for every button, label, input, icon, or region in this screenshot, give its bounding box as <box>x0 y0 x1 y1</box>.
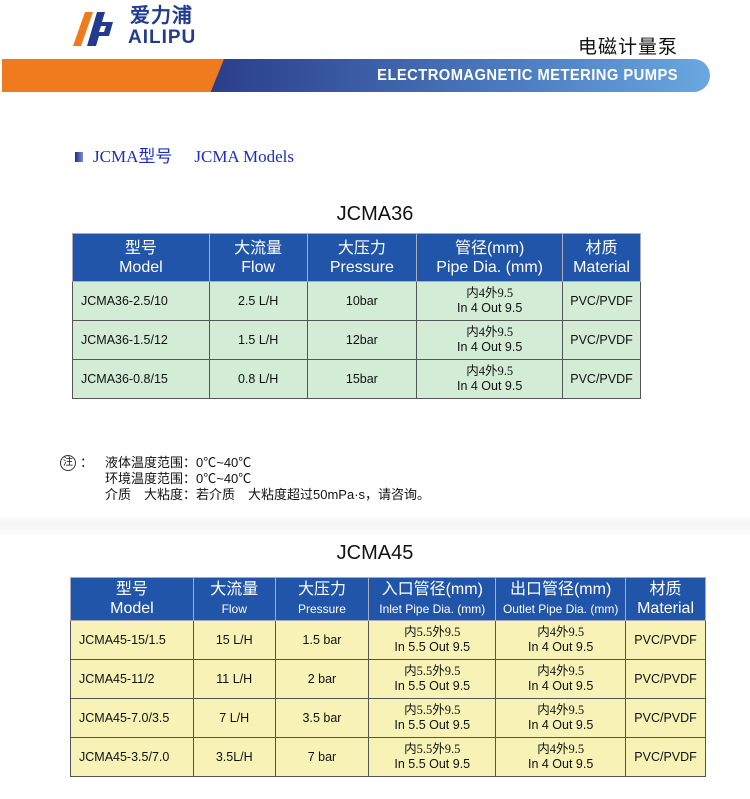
note-line: 环境温度范围：0℃~40℃ <box>105 471 252 486</box>
outlet-cell: 内4外9.5 In 4 Out 9.5 <box>495 659 627 699</box>
flow-cell: 3.5L/H <box>192 737 276 777</box>
col-pressure: 大压力 Pressure <box>306 233 418 282</box>
note-mark-icon: 注 <box>60 455 76 471</box>
model-cell: JCMA45-11/2 <box>70 659 194 699</box>
heading-cn: JCMA型号 <box>93 147 173 166</box>
pressure-cell: 2 bar <box>274 659 370 699</box>
model-cell: JCMA45-7.0/3.5 <box>70 698 194 738</box>
pressure-cell: 7 bar <box>274 737 370 777</box>
banner-accent <box>2 59 224 92</box>
table-row: JCMA36-1.5/12 1.5 L/H 12bar 内4外9.5 In 4 Out … <box>72 320 641 360</box>
table-row: JCMA45-7.0/3.5 7 L/H 3.5 bar 内5.5外9.5 In 5.5… <box>70 698 706 738</box>
product-title-cn: 电磁计量泵 <box>578 37 679 58</box>
col-flow: 大流量 Flow <box>192 577 276 621</box>
table-row: JCMA36-2.5/10 2.5 L/H 10bar 内4外9.5 In 4 Out … <box>72 281 641 321</box>
note-line: 介质 大粘度：若介质 大粘度超过50mPa·s，请咨询。 <box>105 487 431 502</box>
section-heading: JCMA型号 JCMA Models <box>75 147 294 167</box>
bullet-square-icon <box>75 152 83 162</box>
table-row: JCMA45-15/1.5 15 L/H 1.5 bar 内5.5外9.5 In 5.5… <box>70 620 706 660</box>
table-jcma36: 型号 Model 大流量 Flow 大压力 Pressure 管径(mm) Pipe D… <box>72 233 641 399</box>
flow-cell: 2.5 L/H <box>208 281 308 321</box>
notes: 注 ： 液体温度范围：0℃~40℃ 环境温度范围：0℃~40℃ 介质 大粘度：若介… <box>60 455 430 503</box>
material-cell: PVC/PVDF <box>625 659 706 699</box>
table2-title: JCMA45 <box>336 542 414 564</box>
flow-cell: 15 L/H <box>192 620 276 660</box>
inlet-cell: 内5.5外9.5 In 5.5 Out 9.5 <box>368 698 497 738</box>
brand-name-en: AILIPU <box>128 27 197 48</box>
table-jcma45: 型号 Model 大流量 Flow 大压力 Pressure 入口管径(mm) Inle… <box>70 577 706 777</box>
col-flow: 大流量 Flow <box>208 233 308 282</box>
pressure-cell: 1.5 bar <box>274 620 370 660</box>
flow-cell: 0.8 L/H <box>208 359 308 399</box>
table-row: JCMA36-0.8/15 0.8 L/H 15bar 内4外9.5 In 4 Out … <box>72 359 641 399</box>
material-cell: PVC/PVDF <box>625 698 706 738</box>
outlet-cell: 内4外9.5 In 4 Out 9.5 <box>495 737 627 777</box>
pipe-cell: 内4外9.5 In 4 Out 9.5 <box>416 320 564 360</box>
flow-cell: 7 L/H <box>192 698 276 738</box>
note-line: 液体温度范围：0℃~40℃ <box>105 455 252 470</box>
material-cell: PVC/PVDF <box>625 620 706 660</box>
pressure-cell: 12bar <box>306 320 418 360</box>
pressure-cell: 10bar <box>306 281 418 321</box>
col-inlet: 入口管径(mm) Inlet Pipe Dia. (mm) <box>368 577 497 621</box>
material-cell: PVC/PVDF <box>562 320 641 360</box>
brand-name-cn: 爱力浦 <box>130 5 193 27</box>
pipe-cell: 内4外9.5 In 4 Out 9.5 <box>416 281 564 321</box>
logo-icon <box>73 12 113 46</box>
note-colon: ： <box>80 455 94 470</box>
table-header-row: 型号 Model 大流量 Flow 大压力 Pressure 管径(mm) Pipe D… <box>72 233 641 282</box>
material-cell: PVC/PVDF <box>625 737 706 777</box>
model-cell: JCMA36-0.8/15 <box>72 359 210 399</box>
model-cell: JCMA36-1.5/12 <box>72 320 210 360</box>
pipe-cell: 内4外9.5 In 4 Out 9.5 <box>416 359 564 399</box>
divider <box>0 515 750 535</box>
flow-cell: 11 L/H <box>192 659 276 699</box>
col-outlet: 出口管径(mm) Outlet Pipe Dia. (mm) <box>495 577 627 621</box>
heading-en: JCMA Models <box>194 147 295 166</box>
outlet-cell: 内4外9.5 In 4 Out 9.5 <box>495 698 627 738</box>
flow-cell: 1.5 L/H <box>208 320 308 360</box>
material-cell: PVC/PVDF <box>562 281 641 321</box>
col-model: 型号 Model <box>72 233 210 282</box>
table-header-row: 型号 Model 大流量 Flow 大压力 Pressure 入口管径(mm) Inle… <box>70 577 706 621</box>
col-material: 材质 Material <box>625 577 706 621</box>
col-material: 材质 Material <box>562 233 641 282</box>
banner-title: ELECTROMAGNETIC METERING PUMPS <box>377 67 678 84</box>
outlet-cell: 内4外9.5 In 4 Out 9.5 <box>495 620 627 660</box>
inlet-cell: 内5.5外9.5 In 5.5 Out 9.5 <box>368 659 497 699</box>
material-cell: PVC/PVDF <box>562 359 641 399</box>
table1-title: JCMA36 <box>336 203 414 225</box>
model-cell: JCMA45-15/1.5 <box>70 620 194 660</box>
col-pressure: 大压力 Pressure <box>274 577 370 621</box>
col-pipe: 管径(mm) Pipe Dia. (mm) <box>416 233 564 282</box>
inlet-cell: 内5.5外9.5 In 5.5 Out 9.5 <box>368 737 497 777</box>
table-row: JCMA45-11/2 11 L/H 2 bar 内5.5外9.5 In 5.5 Out… <box>70 659 706 699</box>
pressure-cell: 3.5 bar <box>274 698 370 738</box>
col-model: 型号 Model <box>70 577 194 621</box>
inlet-cell: 内5.5外9.5 In 5.5 Out 9.5 <box>368 620 497 660</box>
model-cell: JCMA36-2.5/10 <box>72 281 210 321</box>
model-cell: JCMA45-3.5/7.0 <box>70 737 194 777</box>
pressure-cell: 15bar <box>306 359 418 399</box>
table-row: JCMA45-3.5/7.0 3.5L/H 7 bar 内5.5外9.5 In 5.5 … <box>70 737 706 777</box>
banner: ELECTROMAGNETIC METERING PUMPS <box>2 59 710 92</box>
